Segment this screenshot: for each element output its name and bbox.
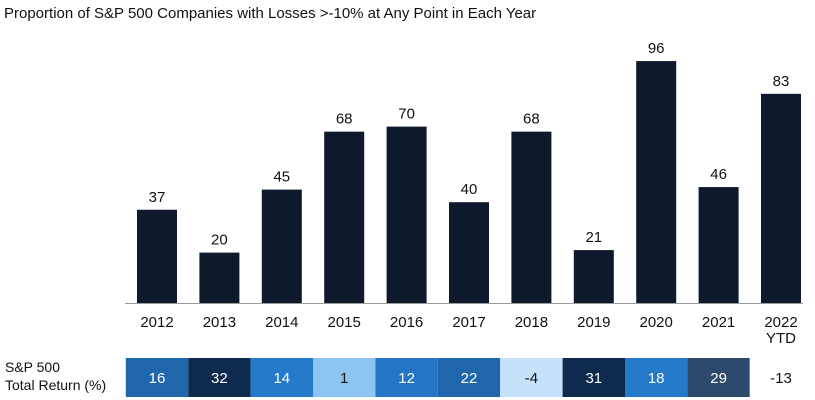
return-value-7: 31 xyxy=(585,370,602,387)
return-cell-7 xyxy=(562,358,625,397)
x-tick-label-1: 2013 xyxy=(203,314,236,331)
return-cell-1 xyxy=(188,358,251,397)
x-tick-label-8: 2020 xyxy=(640,314,673,331)
bar-8 xyxy=(636,61,677,303)
bar-value-label-5: 40 xyxy=(461,181,478,198)
bar-7 xyxy=(573,250,614,303)
return-value-1: 32 xyxy=(211,370,228,387)
bar-1 xyxy=(199,252,240,303)
return-value-9: 29 xyxy=(710,370,727,387)
bar-value-label-3: 68 xyxy=(336,111,353,128)
bar-value-label-1: 20 xyxy=(211,232,228,249)
x-tick-label-10-line0: 2022 xyxy=(764,314,797,331)
x-tick-label-3: 2015 xyxy=(328,314,361,331)
return-cell-5 xyxy=(437,358,501,397)
return-value-8: 18 xyxy=(648,370,665,387)
bar-value-label-7: 21 xyxy=(585,229,602,246)
bar-value-label-9: 46 xyxy=(710,166,727,183)
return-value-6: -4 xyxy=(525,370,538,387)
bar-value-label-0: 37 xyxy=(149,189,166,206)
return-row-label-line1: S&P 500 xyxy=(5,359,61,375)
return-cell-6 xyxy=(500,358,563,397)
return-cell-0 xyxy=(125,358,189,397)
x-tick-label-10-line1: YTD xyxy=(766,330,796,347)
bar-0 xyxy=(137,209,177,303)
return-cell-8 xyxy=(625,358,688,397)
return-value-4: 12 xyxy=(398,370,415,387)
x-tick-label-6: 2018 xyxy=(515,314,548,331)
x-tick-label-4: 2016 xyxy=(390,314,423,331)
return-value-10: -13 xyxy=(770,370,792,387)
bar-2 xyxy=(261,189,302,303)
return-value-3: 1 xyxy=(340,370,348,387)
return-cell-4 xyxy=(375,358,438,397)
x-tick-label-5: 2017 xyxy=(452,314,485,331)
bar-value-label-4: 70 xyxy=(398,106,415,123)
return-row-label: S&P 500 Total Return (%) xyxy=(5,358,106,394)
bar-value-label-2: 45 xyxy=(273,169,290,186)
x-tick-label-7: 2019 xyxy=(577,314,610,331)
bar-4 xyxy=(386,126,427,303)
return-cell-9 xyxy=(687,358,750,397)
return-cell-3 xyxy=(313,358,376,397)
x-tick-label-0: 2012 xyxy=(140,314,173,331)
x-tick-label-2: 2014 xyxy=(265,314,298,331)
return-row-label-line2: Total Return (%) xyxy=(5,377,107,393)
return-value-2: 14 xyxy=(273,370,290,387)
bar-10 xyxy=(761,93,801,303)
bar-value-label-8: 96 xyxy=(648,40,665,57)
return-cell-2 xyxy=(250,358,313,397)
bar-value-label-6: 68 xyxy=(523,111,540,128)
chart-title: Proportion of S&P 500 Companies with Los… xyxy=(4,5,537,22)
bar-6 xyxy=(511,131,552,303)
bar-5 xyxy=(449,202,489,303)
bar-9 xyxy=(698,187,739,303)
return-cell-10 xyxy=(749,358,813,397)
bar-value-label-10: 83 xyxy=(773,73,790,90)
return-value-0: 16 xyxy=(149,370,166,387)
x-tick-label-9: 2021 xyxy=(702,314,735,331)
return-value-5: 22 xyxy=(461,370,478,387)
bar-3 xyxy=(324,131,365,303)
